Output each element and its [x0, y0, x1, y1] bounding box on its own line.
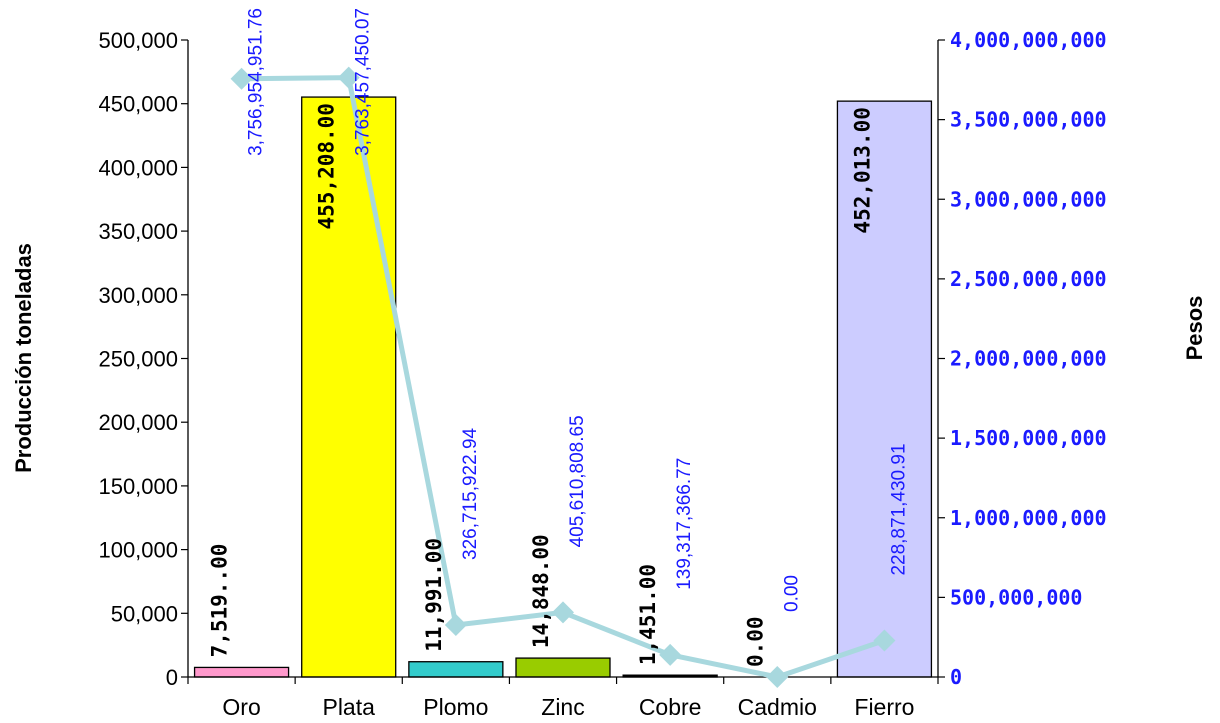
y-tick-label: 150,000	[98, 474, 178, 499]
x-tick-label: Fierro	[854, 694, 914, 720]
line-data-label: 326,715,922.94	[460, 427, 481, 560]
line-data-label: 3,763,457,450.07	[353, 8, 374, 156]
bar-data-label: 452,013.00	[850, 107, 874, 233]
y2-tick-label: 500,000,000	[950, 585, 1082, 609]
y-axis-title: Producción toneladas	[11, 243, 36, 473]
y2-tick-label: 1,500,000,000	[950, 426, 1107, 450]
line-point-marker	[873, 629, 896, 652]
bar-data-label: 14,848.00	[529, 534, 553, 648]
bars-layer	[193, 96, 933, 678]
line-data-label: 228,871,430.91	[888, 443, 909, 575]
x-tick-label: Cadmio	[738, 694, 817, 720]
bar	[301, 96, 397, 678]
x-tick-label: Plomo	[423, 694, 488, 720]
line-point-marker	[230, 67, 253, 90]
bar	[515, 657, 611, 678]
bar-data-label: 1,451.00	[636, 564, 660, 665]
line-point-marker	[766, 666, 789, 688]
y-tick-label: 400,000	[98, 155, 178, 180]
y2-tick-label: 1,000,000,000	[950, 506, 1107, 530]
y2-tick-label: 3,500,000,000	[950, 108, 1107, 132]
y-tick-label: 100,000	[98, 538, 178, 563]
line-point-marker	[552, 601, 574, 624]
x-tick-label: Oro	[222, 694, 260, 720]
bar-data-label: 11,991.00	[422, 538, 446, 652]
y-tick-label: 50,000	[111, 601, 178, 626]
y-tick-label: 300,000	[98, 283, 178, 308]
line-data-label: 0.00	[781, 575, 802, 612]
y-tick-label: 250,000	[98, 347, 178, 372]
y2-tick-label: 3,000,000,000	[950, 187, 1107, 211]
axes-layer: 0 50,000 100,000 150,000 200,000 250,000 300,0…	[98, 28, 1106, 720]
y2-tick-label: 0	[950, 665, 962, 689]
line-point-marker	[337, 66, 360, 89]
y-tick-label: 350,000	[98, 219, 178, 244]
x-tick-label: Zinc	[541, 694, 584, 720]
line-point-marker	[659, 643, 682, 666]
line-data-label: 139,317,366.77	[674, 458, 695, 590]
y2-tick-label: 2,000,000,000	[950, 347, 1107, 371]
y-tick-label: 0	[166, 665, 178, 690]
bar	[193, 666, 290, 678]
line-data-label: 3,756,954,951.76	[246, 8, 267, 156]
data-labels-layer: 7,519..00 455,208.00 11,991.00 14,848.00 1,4…	[208, 8, 910, 667]
bar-data-label: 7,519..00	[208, 544, 232, 658]
y2-tick-label: 4,000,000,000	[950, 28, 1107, 52]
line-data-label: 405,610,808.65	[567, 415, 588, 547]
line-layer	[230, 66, 896, 688]
y-tick-label: 450,000	[98, 92, 178, 117]
line-point-marker	[444, 613, 467, 636]
y-tick-label: 200,000	[98, 410, 178, 435]
bar-data-label: 455,208.00	[315, 103, 339, 229]
y2-axis-title: Pesos	[1182, 296, 1207, 361]
bar-data-label: 0.00	[743, 616, 767, 667]
x-tick-label: Plata	[322, 694, 375, 720]
y-tick-label: 500,000	[98, 28, 178, 53]
bar	[408, 661, 504, 678]
y2-tick-label: 2,500,000,000	[950, 267, 1107, 291]
x-tick-label: Cobre	[639, 694, 702, 720]
